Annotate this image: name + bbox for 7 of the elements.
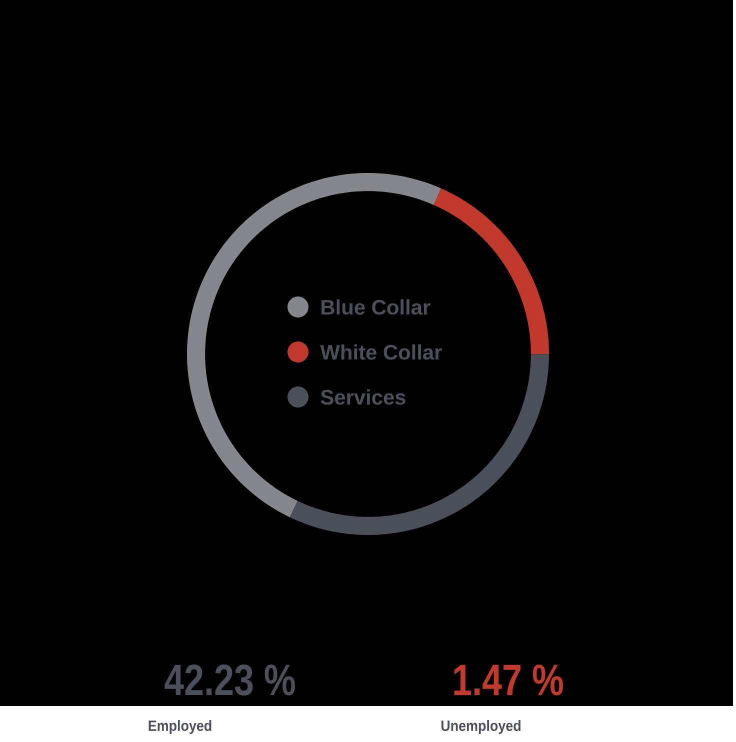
legend-label: Services — [320, 389, 406, 405]
text: Unemployed — [441, 720, 520, 734]
text: Employed — [148, 720, 212, 734]
text: 1.47 % — [454, 664, 563, 696]
legend-label: Blue Collar — [322, 299, 430, 315]
text: 42.23 % — [164, 664, 295, 696]
legend-label: White Collar — [320, 344, 442, 360]
